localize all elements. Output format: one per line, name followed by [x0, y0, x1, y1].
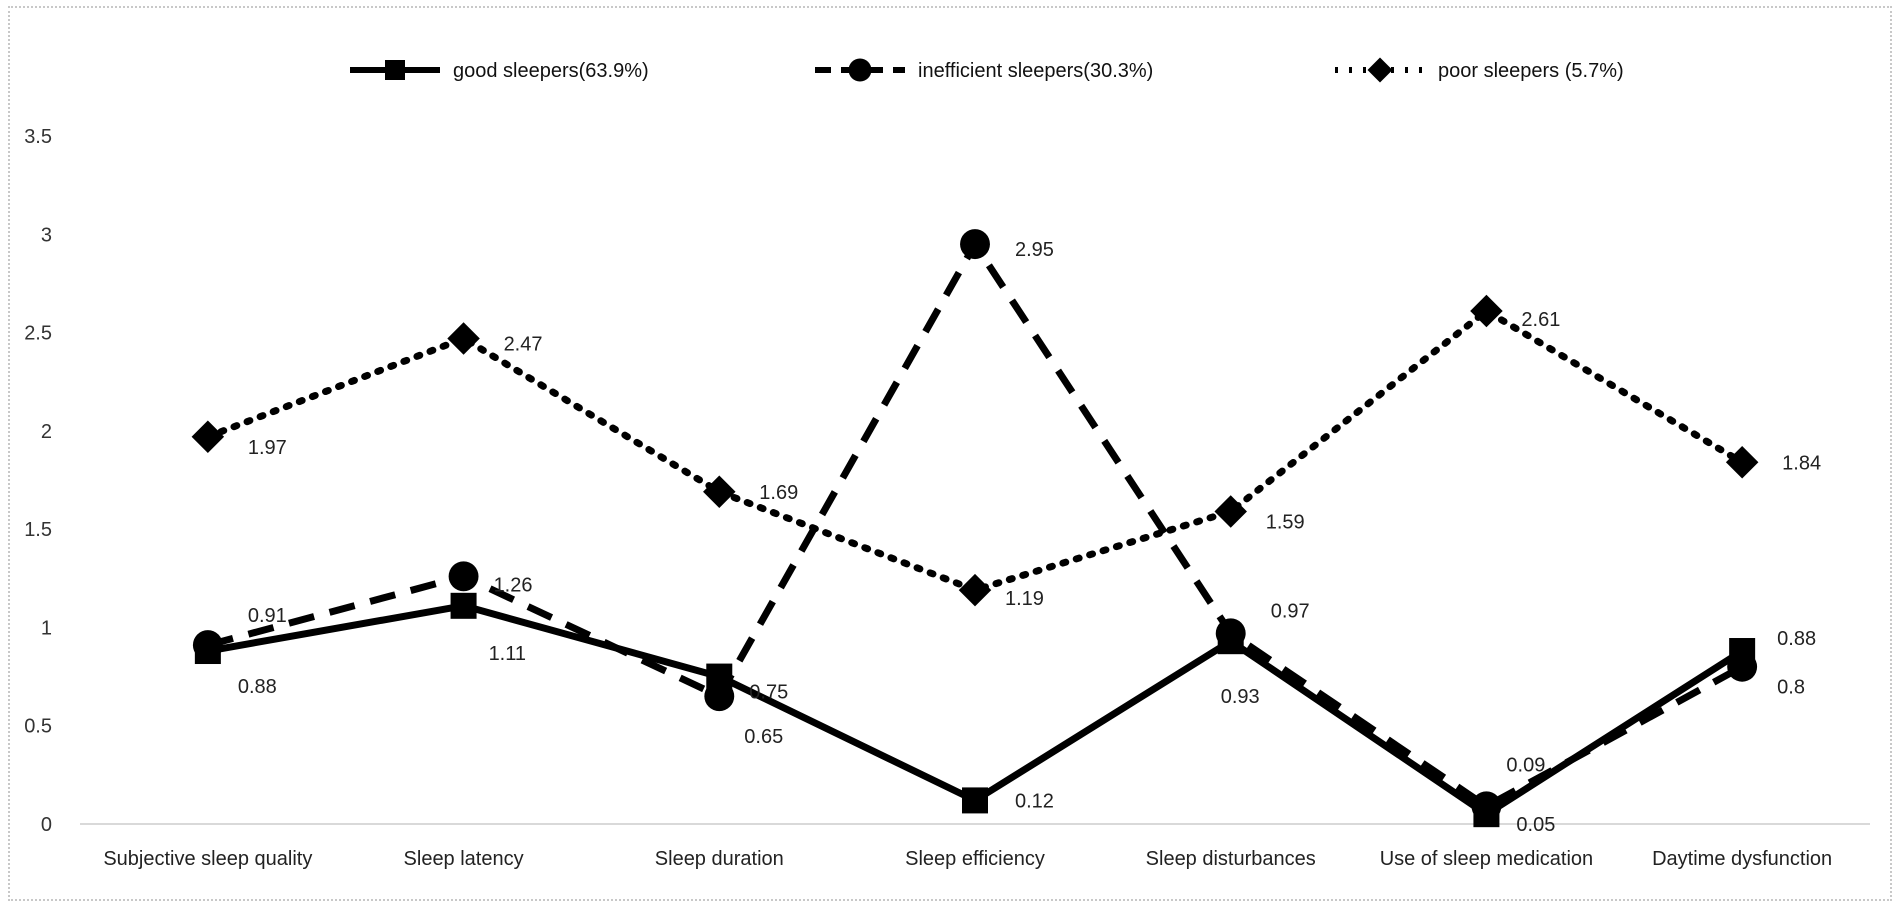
- data-label: 2.61: [1521, 309, 1560, 331]
- data-point-marker: [191, 420, 225, 454]
- x-category-label: Sleep latency: [404, 848, 524, 870]
- series-line: [207, 602, 1745, 818]
- legend-item: poor sleepers (5.7%): [1335, 57, 1624, 83]
- x-axis: Subjective sleep quality Sleep latency Sle…: [80, 823, 1870, 870]
- chart-frame: [8, 6, 1892, 901]
- legend-label: poor sleepers (5.7%): [1438, 60, 1624, 82]
- x-category-label: Sleep efficiency: [905, 848, 1045, 870]
- y-tick-label: 0: [41, 814, 52, 836]
- data-label: 1.69: [759, 482, 798, 504]
- data-point-marker: [703, 475, 736, 509]
- data-point-marker: [1471, 791, 1502, 822]
- series-markers: [191, 229, 1759, 828]
- data-point-marker: [704, 681, 735, 712]
- x-category-label: Sleep disturbances: [1146, 848, 1316, 870]
- legend: good sleepers(63.9%) inefficient sleepers…: [350, 57, 1624, 83]
- data-point-marker: [1725, 446, 1759, 479]
- data-label: 1.84: [1782, 452, 1821, 474]
- data-label: 0.88: [238, 676, 277, 698]
- data-point-marker: [1214, 495, 1247, 528]
- data-label: 0.93: [1221, 686, 1260, 708]
- data-point-marker: [960, 229, 990, 260]
- legend-marker: [848, 58, 872, 82]
- data-point-marker: [450, 592, 477, 619]
- x-category-label: Use of sleep medication: [1380, 848, 1593, 870]
- legend-label: good sleepers(63.9%): [453, 60, 649, 82]
- data-label: 1.97: [248, 437, 287, 459]
- data-label: 0.88: [1777, 628, 1816, 650]
- data-label: 1.59: [1266, 511, 1305, 533]
- data-label: 0.75: [749, 682, 788, 704]
- data-point-marker: [447, 322, 480, 355]
- x-category-label: Subjective sleep quality: [103, 848, 312, 870]
- data-label: 1.26: [494, 574, 533, 596]
- data-label: 1.19: [1005, 588, 1044, 610]
- data-point-marker: [1215, 618, 1246, 649]
- data-point-marker: [192, 630, 223, 661]
- data-label: 2.47: [504, 333, 543, 355]
- data-label: 0.97: [1271, 600, 1310, 622]
- series-line: [204, 307, 1746, 594]
- data-label: 0.8: [1777, 677, 1805, 699]
- data-labels: 0.88 1.11 0.75 0.12 0.93 0.05 0.88 0.91 1.26 0.65…: [238, 239, 1821, 836]
- y-tick-label: 3.5: [24, 126, 52, 148]
- y-axis: 0 0.5 1 1.5 2 2.5 3 3.5: [24, 126, 52, 836]
- data-point-marker: [958, 573, 992, 607]
- data-label: 0.12: [1015, 790, 1054, 812]
- legend-label: inefficient sleepers(30.3%): [918, 60, 1153, 82]
- y-tick-label: 2.5: [24, 323, 52, 345]
- data-point-marker: [1727, 651, 1758, 682]
- x-category-label: Daytime dysfunction: [1652, 848, 1832, 870]
- data-point-marker: [448, 561, 479, 592]
- y-tick-label: 1: [41, 617, 52, 639]
- data-label: 0.91: [248, 605, 287, 627]
- data-label: 0.09: [1506, 754, 1545, 776]
- y-tick-label: 0.5: [24, 716, 52, 738]
- legend-marker: [385, 60, 405, 80]
- legend-item: inefficient sleepers(30.3%): [815, 58, 1153, 82]
- y-tick-label: 3: [41, 224, 52, 246]
- data-point-marker: [1470, 294, 1503, 328]
- data-label: 2.95: [1015, 239, 1054, 261]
- x-category-label: Sleep duration: [655, 848, 784, 870]
- data-label: 0.65: [744, 726, 783, 748]
- data-point-marker: [962, 787, 988, 814]
- legend-marker: [1367, 57, 1393, 83]
- legend-item: good sleepers(63.9%): [350, 60, 649, 82]
- data-label: 0.05: [1516, 814, 1555, 836]
- data-label: 1.11: [489, 643, 526, 665]
- y-tick-label: 1.5: [24, 519, 52, 541]
- y-tick-label: 2: [41, 421, 52, 443]
- series-lines: [204, 240, 1746, 818]
